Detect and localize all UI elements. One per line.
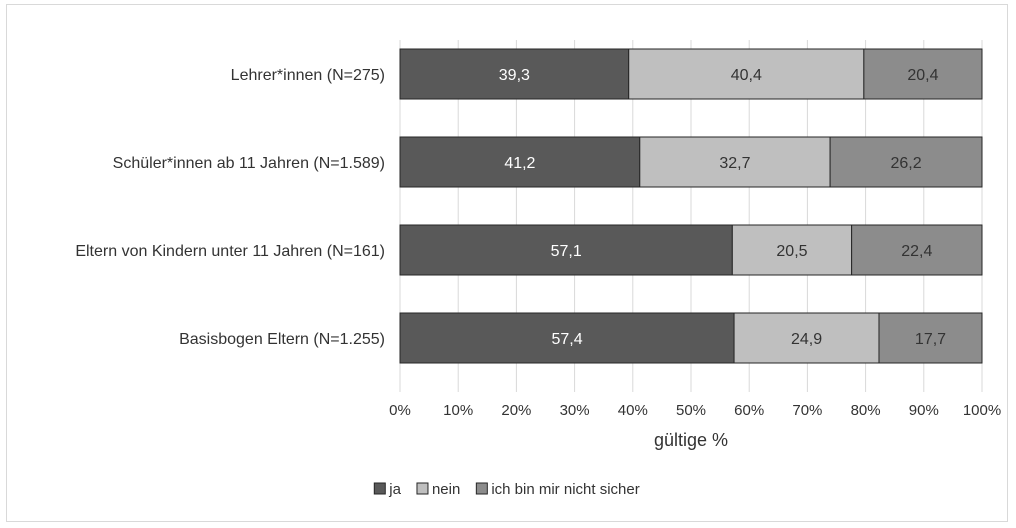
bar-segment bbox=[639, 136, 831, 188]
bar-segment bbox=[829, 136, 983, 188]
data-label: 20,4 bbox=[907, 67, 938, 84]
data-label: 32,7 bbox=[719, 155, 750, 172]
bar-segment bbox=[731, 224, 853, 276]
data-label: 39,3 bbox=[499, 67, 530, 84]
legend-item: ja bbox=[373, 481, 402, 498]
category-label: Eltern von Kindern unter 11 Jahren (N=16… bbox=[75, 243, 385, 260]
chart-frame: 39,3 40,4 20,4 41,2 32,7 26,2 57,1 20,5 22,4 57,4… bbox=[6, 4, 1008, 522]
stacked-bar-chart: 39,3 40,4 20,4 41,2 32,7 26,2 57,1 20,5 22,4 57,4… bbox=[75, 40, 1001, 498]
bar-segment bbox=[399, 312, 735, 364]
legend-swatch bbox=[475, 482, 488, 495]
x-tick-label: 70% bbox=[792, 402, 822, 419]
x-tick-label: 50% bbox=[676, 402, 706, 419]
category-label: Schüler*innen ab 11 Jahren (N=1.589) bbox=[113, 155, 385, 172]
category-label: Basisbogen Eltern (N=1.255) bbox=[179, 331, 385, 348]
x-tick-label: 40% bbox=[618, 402, 648, 419]
x-tick-label: 60% bbox=[734, 402, 764, 419]
legend-label: ich bin mir nicht sicher bbox=[491, 481, 639, 498]
x-tick-label: 80% bbox=[851, 402, 881, 419]
data-label: 57,1 bbox=[551, 243, 582, 260]
x-tick-label: 10% bbox=[443, 402, 473, 419]
bar-segment bbox=[399, 48, 630, 100]
bars: 39,3 40,4 20,4 41,2 32,7 26,2 57,1 20,5 22,4 57,4… bbox=[399, 48, 983, 364]
bar-segment bbox=[399, 136, 641, 188]
x-tick-label: 20% bbox=[501, 402, 531, 419]
data-label: 40,4 bbox=[731, 67, 762, 84]
legend-label: ja bbox=[388, 481, 401, 498]
x-tick-labels: 0% 10% 20% 30% 40% 50% 60% 70% 80% 90% 100% bbox=[389, 402, 1001, 419]
data-label: 22,4 bbox=[901, 243, 932, 260]
legend: ja nein ich bin mir nicht sicher bbox=[373, 481, 640, 498]
legend-label: nein bbox=[432, 481, 460, 498]
data-label: 24,9 bbox=[791, 331, 822, 348]
bar-segment bbox=[628, 48, 865, 100]
bar-segment bbox=[863, 48, 983, 100]
x-tick-label: 0% bbox=[389, 402, 411, 419]
x-axis-label: gültige % bbox=[654, 430, 728, 450]
data-label: 41,2 bbox=[504, 155, 535, 172]
data-label: 20,5 bbox=[776, 243, 807, 260]
category-labels: Lehrer*innen (N=275) Schüler*innen ab 11 … bbox=[75, 67, 385, 348]
data-label: 17,7 bbox=[915, 331, 946, 348]
legend-swatch bbox=[373, 482, 386, 495]
x-tick-label: 90% bbox=[909, 402, 939, 419]
bar-segment bbox=[851, 224, 983, 276]
category-label: Lehrer*innen (N=275) bbox=[231, 67, 385, 84]
bar-segment bbox=[878, 312, 983, 364]
legend-swatch bbox=[416, 482, 429, 495]
x-tick-label: 100% bbox=[963, 402, 1001, 419]
data-label: 26,2 bbox=[890, 155, 921, 172]
legend-item: ich bin mir nicht sicher bbox=[475, 481, 640, 498]
legend-item: nein bbox=[416, 481, 460, 498]
x-tick-label: 30% bbox=[560, 402, 590, 419]
data-label: 57,4 bbox=[551, 331, 582, 348]
